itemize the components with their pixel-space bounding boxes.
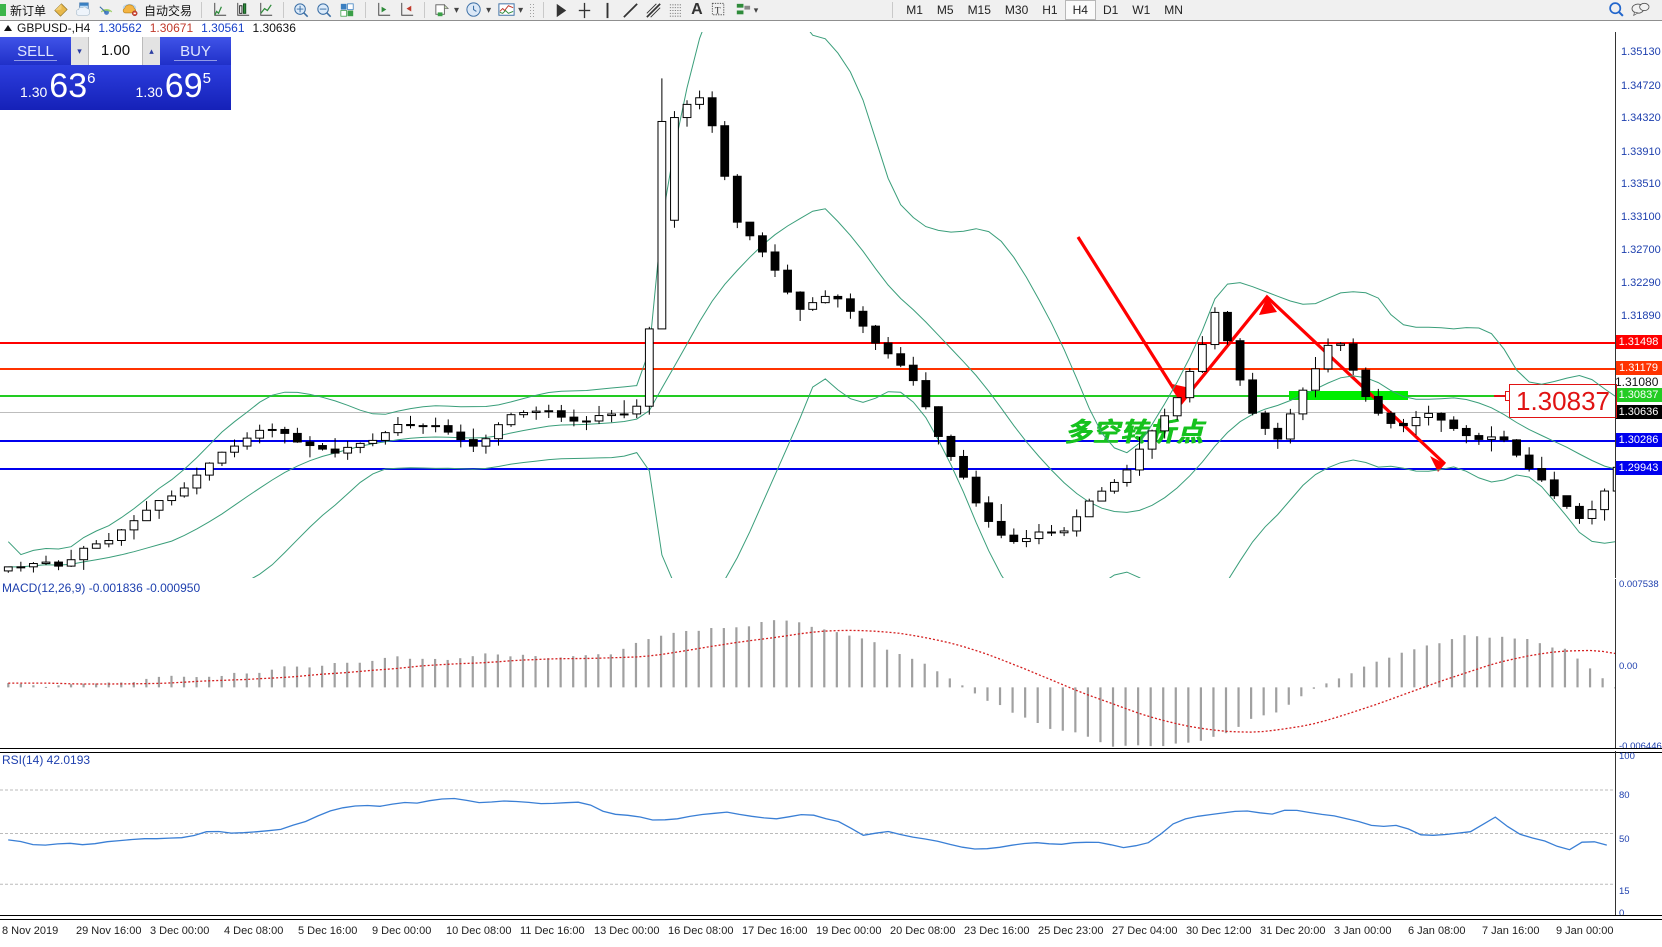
- svg-text:T: T: [714, 6, 720, 16]
